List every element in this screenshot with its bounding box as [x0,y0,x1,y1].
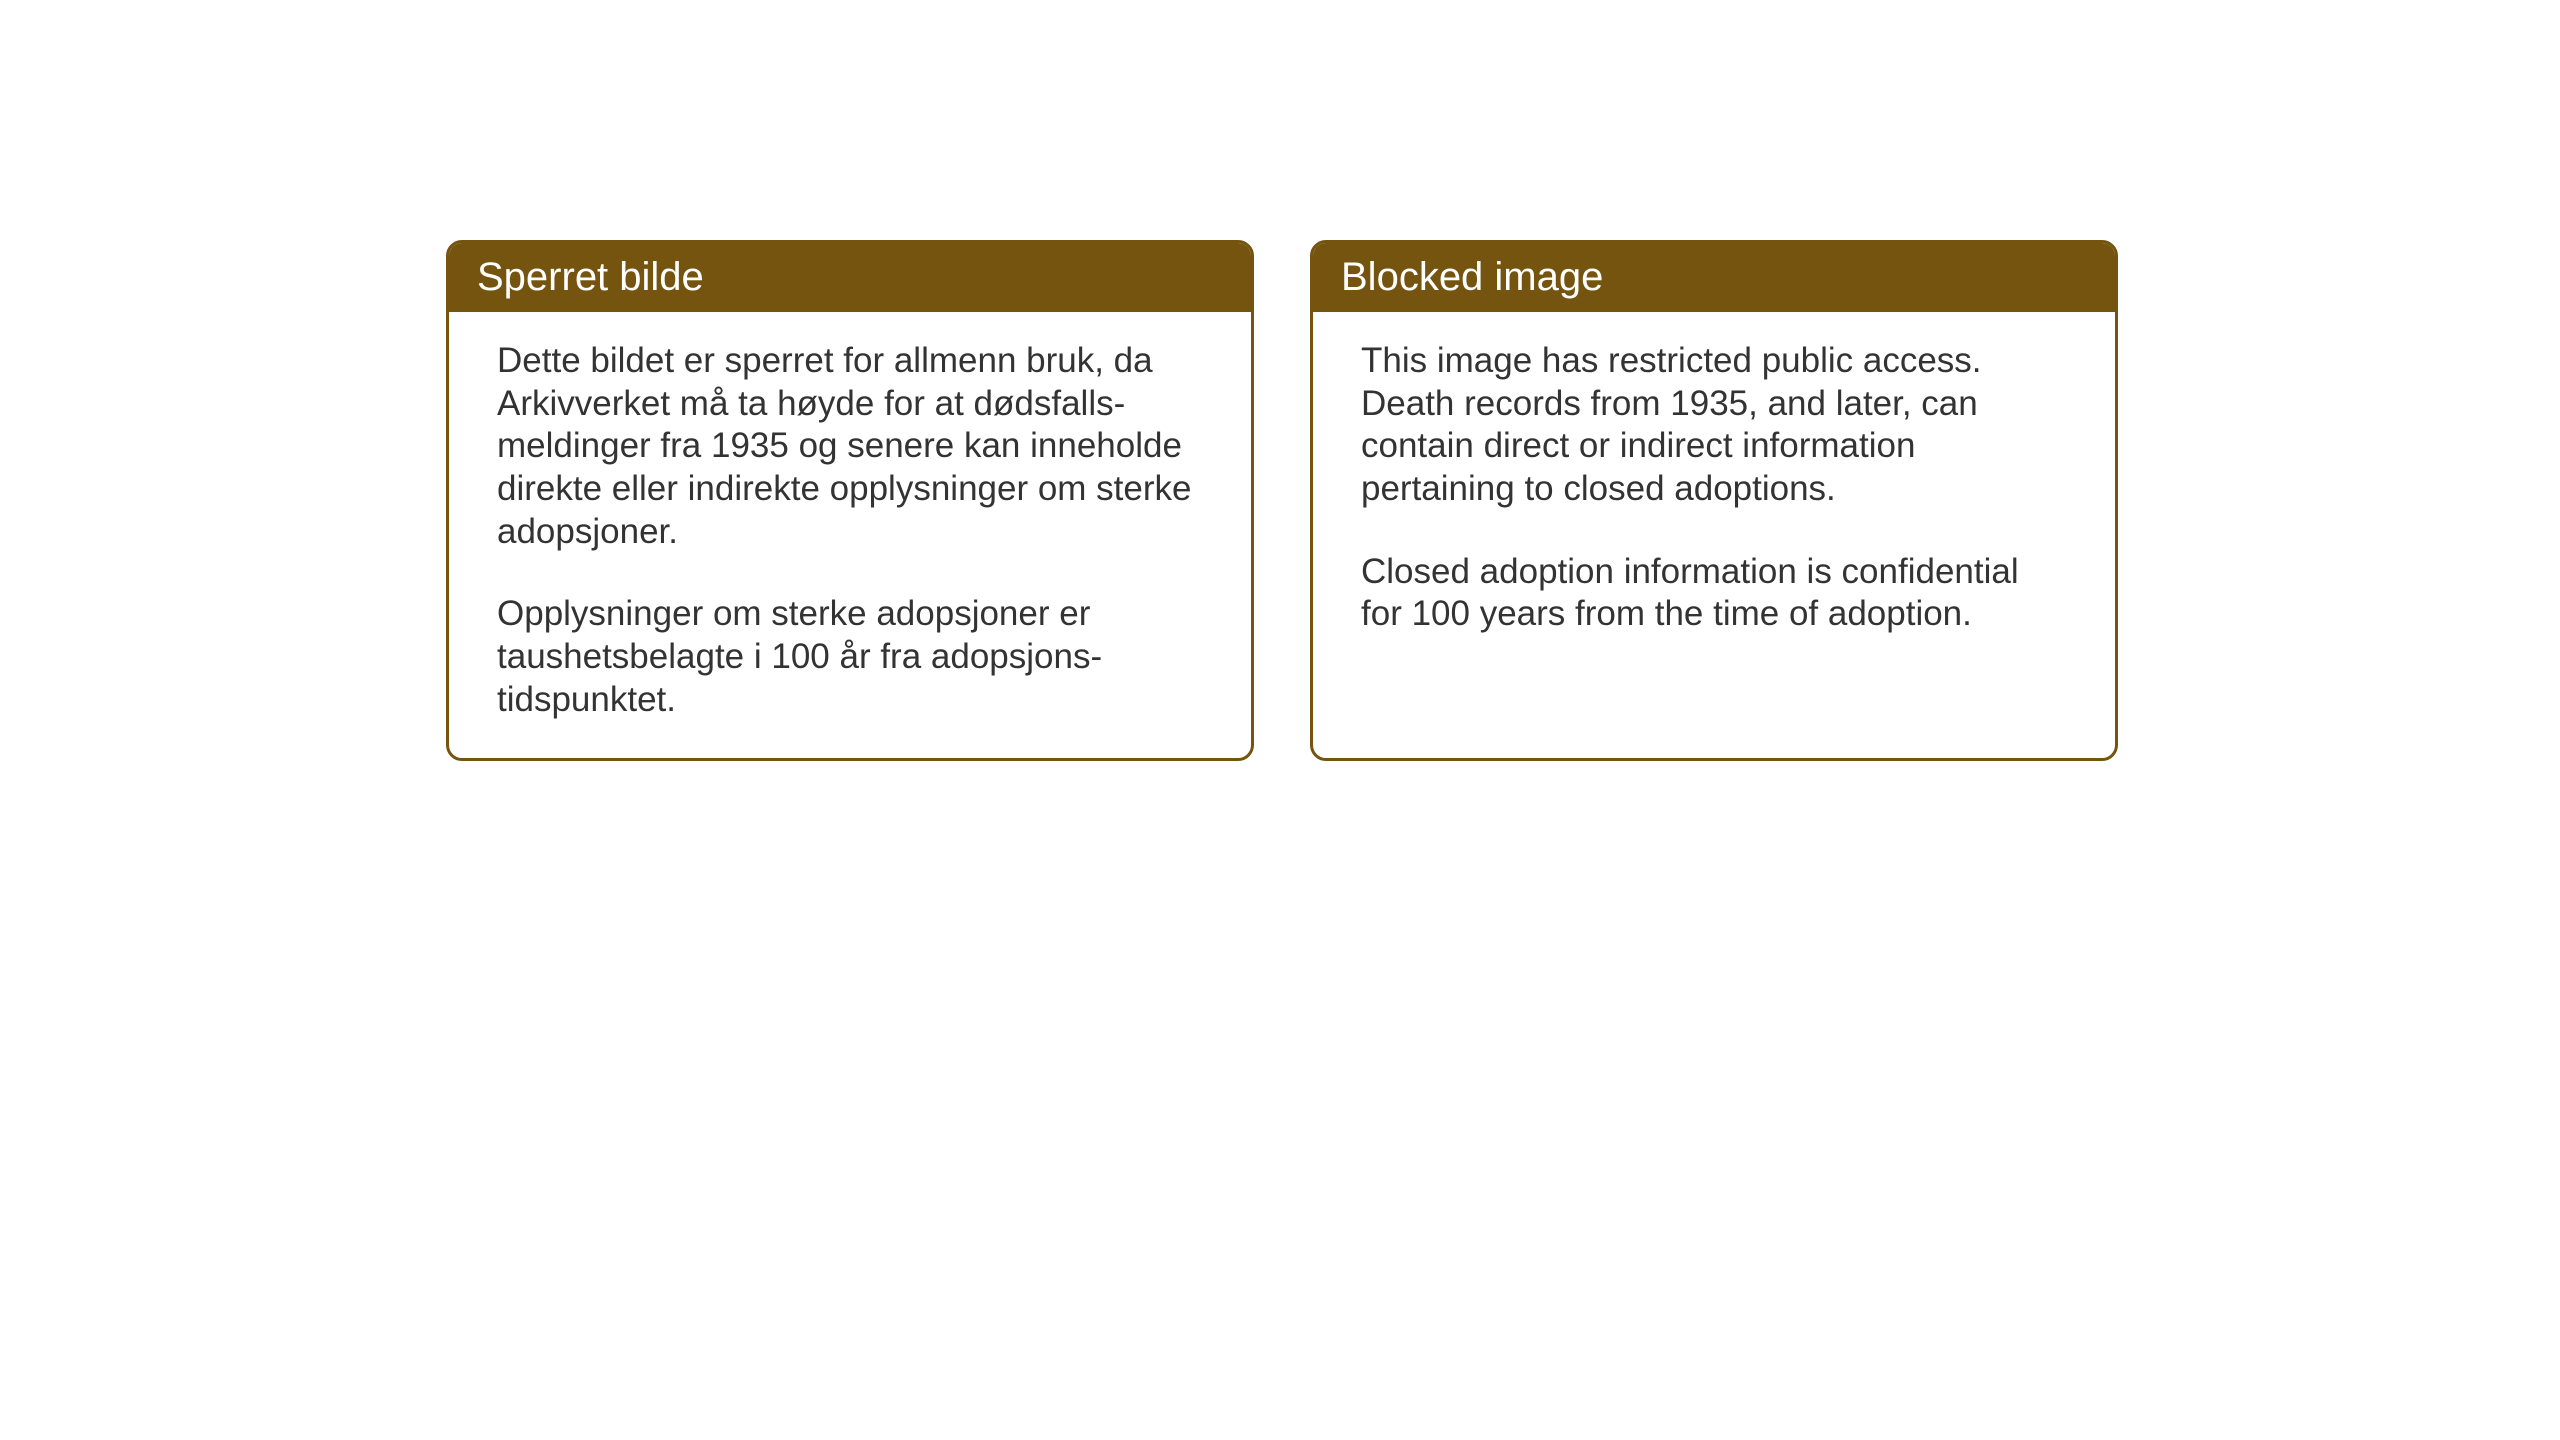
card-body: Dette bildet er sperret for allmenn bruk… [449,312,1251,758]
card-paragraph: Dette bildet er sperret for allmenn bruk… [497,340,1203,553]
card-header: Sperret bilde [449,243,1251,312]
card-paragraph: Closed adoption information is confident… [1361,551,2067,636]
card-title: Sperret bilde [477,255,704,299]
card-body: This image has restricted public access.… [1313,312,2115,750]
notice-container: Sperret bilde Dette bildet er sperret fo… [0,0,2560,761]
card-paragraph: Opplysninger om sterke adopsjoner er tau… [497,593,1203,721]
card-title: Blocked image [1341,255,1603,299]
card-paragraph: This image has restricted public access.… [1361,340,2067,511]
notice-card-english: Blocked image This image has restricted … [1310,240,2118,761]
notice-card-norwegian: Sperret bilde Dette bildet er sperret fo… [446,240,1254,761]
card-header: Blocked image [1313,243,2115,312]
